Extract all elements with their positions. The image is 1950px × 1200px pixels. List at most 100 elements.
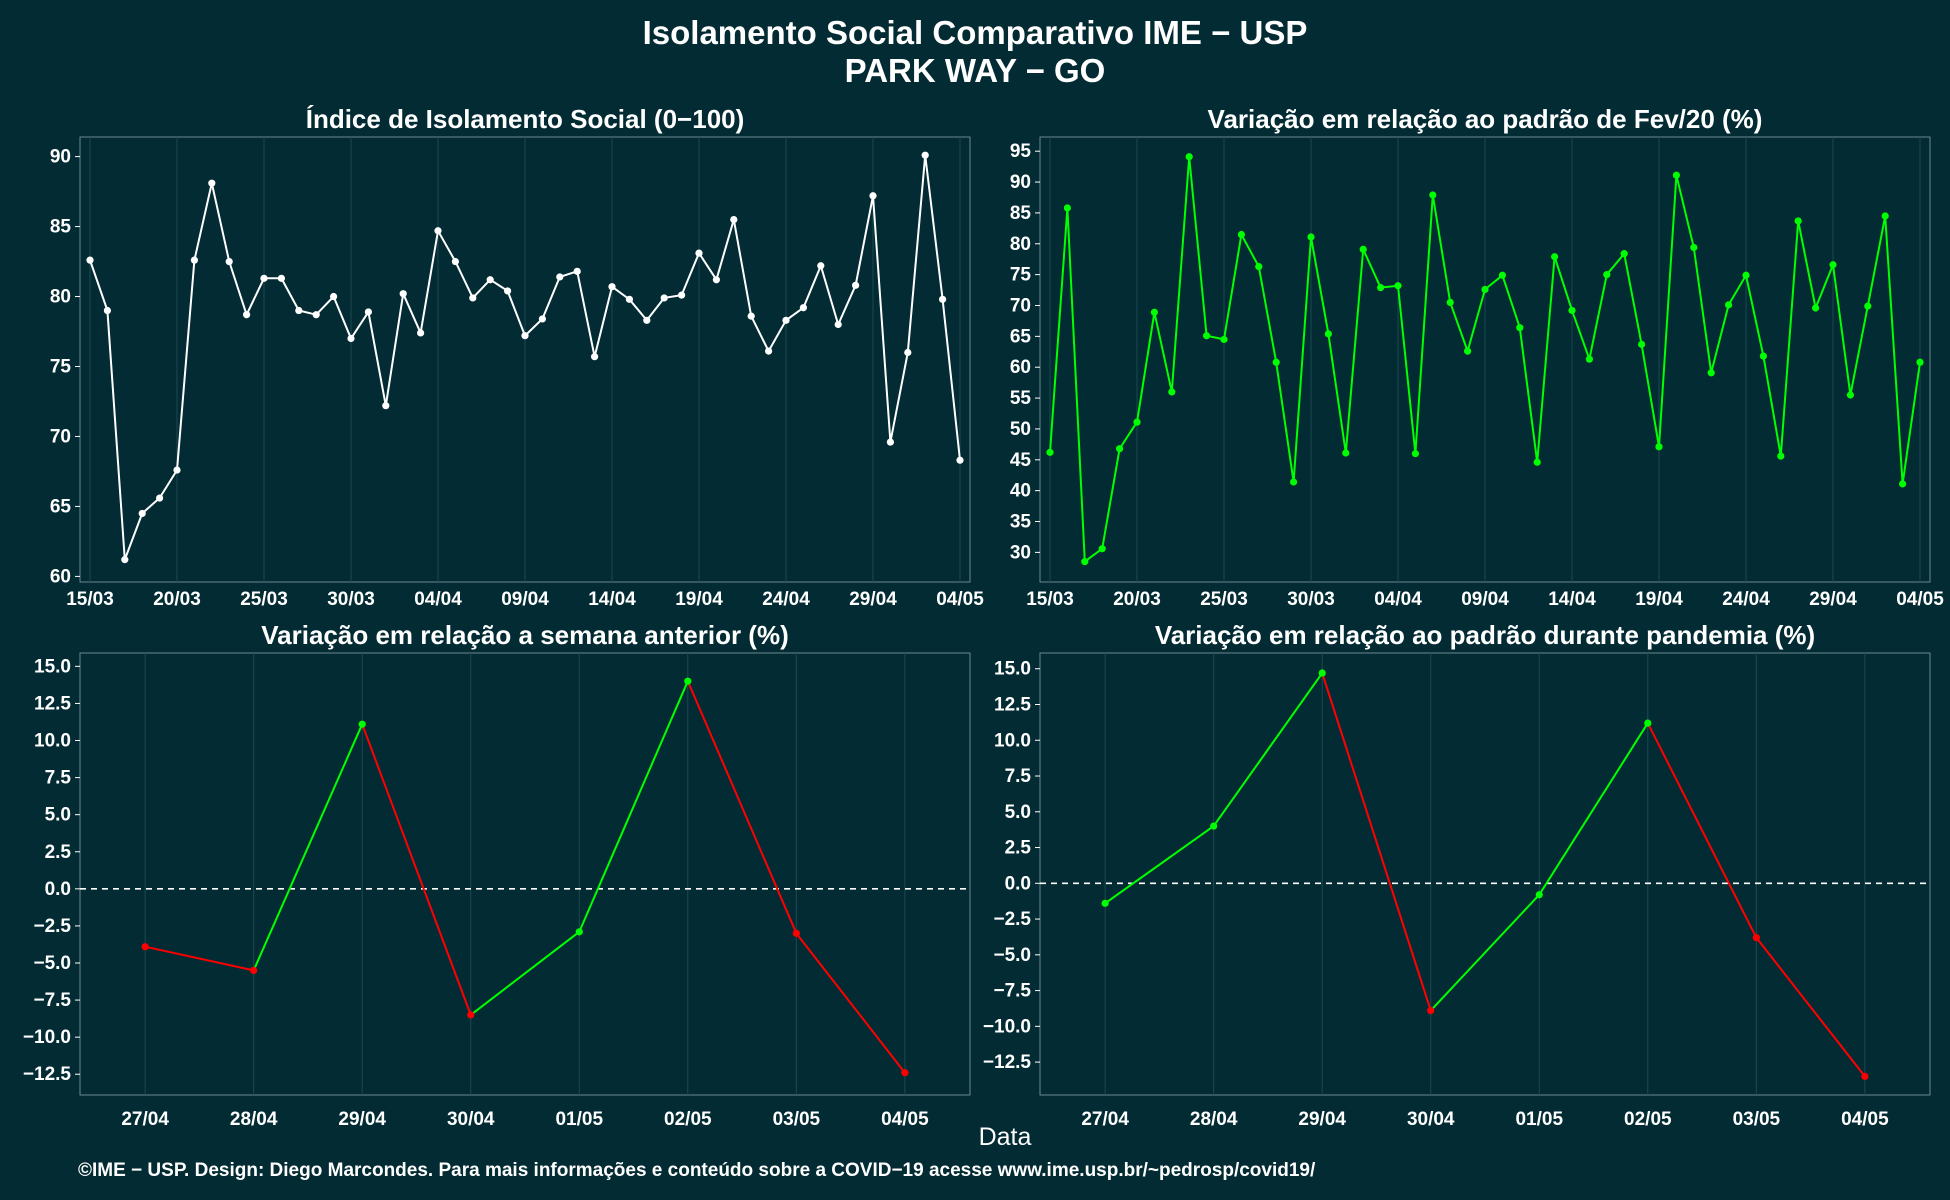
- panel-week-xtick-label: 27/04: [121, 1109, 169, 1130]
- footer-credit: ©IME − USP. Design: Diego Marcondes. Par…: [78, 1160, 1316, 1181]
- panel-feb-ytick-label: 75: [1010, 265, 1032, 286]
- panel-pandemic-ytick-label: −7.5: [993, 981, 1031, 1002]
- panel-feb-point: [1429, 191, 1437, 199]
- panel-feb-point: [1272, 358, 1280, 366]
- panel-index-point: [747, 312, 755, 320]
- panel-index-xtick-label: 25/03: [240, 589, 288, 610]
- panel-feb-xtick-label: 15/03: [1026, 589, 1074, 610]
- panel-week-xtick-label: 02/05: [664, 1109, 712, 1130]
- panel-week-ytick-label: 15.0: [34, 656, 71, 677]
- panel-feb-ytick-label: 90: [1010, 172, 1031, 193]
- panel-pandemic-ytick-label: 15.0: [994, 659, 1031, 680]
- panel-feb-point: [1307, 233, 1315, 241]
- panel-index-point: [852, 281, 860, 289]
- panel-index-point: [608, 283, 616, 291]
- panel-week-segment: [686, 680, 798, 934]
- panel-index-point: [312, 311, 320, 319]
- panel-week-ytick-label: 0.0: [45, 879, 71, 900]
- panel-index-point: [573, 267, 581, 275]
- panel-week-xtick-label: 29/04: [338, 1109, 386, 1130]
- panel-feb-ytick-label: 55: [1010, 388, 1032, 409]
- panel-pandemic-xtick-label: 04/05: [1841, 1109, 1889, 1130]
- panel-feb-xtick-label: 14/04: [1548, 589, 1596, 610]
- panel-index-point: [695, 249, 703, 257]
- panel-feb-point: [1516, 324, 1524, 332]
- panel-index-point: [591, 353, 599, 361]
- panel-feb-ytick-label: 80: [1010, 234, 1031, 255]
- panel-pandemic-point: [1210, 822, 1218, 830]
- panel-feb-ytick-label: 35: [1010, 512, 1032, 533]
- panel-feb-point: [1498, 271, 1506, 279]
- panel-feb-ytick-label: 70: [1010, 295, 1031, 316]
- panel-pandemic-point: [1318, 669, 1326, 677]
- panel-index-xtick-label: 30/03: [327, 589, 375, 610]
- panel-feb-point: [1690, 243, 1698, 252]
- panel-index-point: [678, 291, 686, 299]
- panel-feb-point: [1168, 388, 1176, 396]
- panel-feb-point: [1533, 458, 1541, 466]
- panel-index-xtick-label: 09/04: [501, 589, 549, 610]
- panel-feb-point: [1133, 418, 1141, 426]
- panel-pandemic-segment: [1430, 894, 1540, 1012]
- panel-index-xtick-label: 19/04: [675, 589, 723, 610]
- panel-feb-point: [1377, 283, 1385, 292]
- panel-week-point: [684, 677, 692, 685]
- panel-index-point: [156, 494, 164, 502]
- panel-week-point: [250, 966, 258, 975]
- panel-pandemic-xtick-label: 03/05: [1733, 1109, 1781, 1130]
- panel-feb-point: [1342, 449, 1350, 457]
- panel-pandemic-xtick-label: 30/04: [1407, 1109, 1455, 1130]
- panel-index-point: [869, 192, 877, 200]
- panel-feb-point: [1394, 282, 1402, 290]
- panel-week-ytick-label: 12.5: [34, 693, 71, 714]
- panel-index-point: [625, 295, 634, 303]
- panel-index-ytick-label: 60: [50, 566, 71, 587]
- panel-week-point: [575, 928, 583, 936]
- panel-feb-xtick-label: 30/03: [1287, 589, 1335, 610]
- panel-pandemic-ytick-label: 2.5: [1005, 838, 1032, 859]
- panel-pandemic-ytick-label: 12.5: [994, 694, 1031, 715]
- panel-week-ytick-label: −12.5: [23, 1064, 72, 1085]
- panel-pandemic-ytick-label: 10.0: [994, 730, 1031, 751]
- panel-pandemic-xtick-label: 29/04: [1298, 1109, 1346, 1130]
- panel-pandemic-xtick-label: 27/04: [1081, 1109, 1129, 1130]
- panel-feb-ytick-label: 60: [1010, 357, 1031, 378]
- panel-feb-point: [1829, 261, 1837, 269]
- panel-pandemic-segment: [1538, 722, 1649, 896]
- panel-feb-title: Variação em relação ao padrão de Fev/20 …: [1208, 104, 1763, 134]
- panel-pandemic-ytick-label: 0.0: [1005, 873, 1031, 894]
- panel-index-point: [138, 509, 146, 518]
- panel-feb-point: [1046, 448, 1054, 456]
- panel-pandemic-point: [1427, 1007, 1435, 1015]
- panel-feb-point: [1620, 250, 1628, 258]
- panel-index-point: [643, 316, 651, 324]
- panel-week-title: Variação em relação a semana anterior (%…: [261, 620, 789, 650]
- panel-index-ytick-label: 90: [50, 147, 71, 168]
- panel-pandemic-point: [1861, 1072, 1869, 1081]
- panel-index-point: [190, 256, 198, 264]
- panel-feb-xtick-label: 20/03: [1113, 589, 1161, 610]
- panel-pandemic-frame: [1039, 652, 1931, 1096]
- panel-week-ytick-label: −2.5: [33, 916, 71, 937]
- panel-index-point: [921, 151, 929, 159]
- panel-week-xtick-label: 30/04: [447, 1109, 495, 1130]
- panel-feb-ytick-label: 50: [1010, 419, 1031, 440]
- panel-feb-point: [1081, 558, 1089, 566]
- panel-feb-point: [1203, 332, 1211, 340]
- panel-index-point: [538, 315, 547, 323]
- panel-index-xtick-label: 15/03: [66, 589, 114, 610]
- panel-week-ytick-label: 5.0: [45, 805, 71, 826]
- panel-week-segment: [252, 723, 364, 971]
- panel-pandemic-ytick-label: −10.0: [983, 1016, 1031, 1037]
- panel-feb-ytick-label: 85: [1010, 203, 1032, 224]
- panel-feb-point: [1603, 271, 1611, 279]
- panel-index-point: [86, 256, 94, 264]
- panel-week-point: [467, 1011, 475, 1019]
- panel-index-point: [260, 274, 268, 282]
- panel-index-point: [556, 273, 564, 281]
- panel-feb-point: [1464, 347, 1472, 355]
- panel-pandemic-point: [1535, 891, 1543, 899]
- panel-index-ytick-label: 65: [50, 496, 72, 517]
- panel-pandemic-ytick-label: −12.5: [983, 1052, 1032, 1073]
- panel-index-xtick-label: 14/04: [588, 589, 636, 610]
